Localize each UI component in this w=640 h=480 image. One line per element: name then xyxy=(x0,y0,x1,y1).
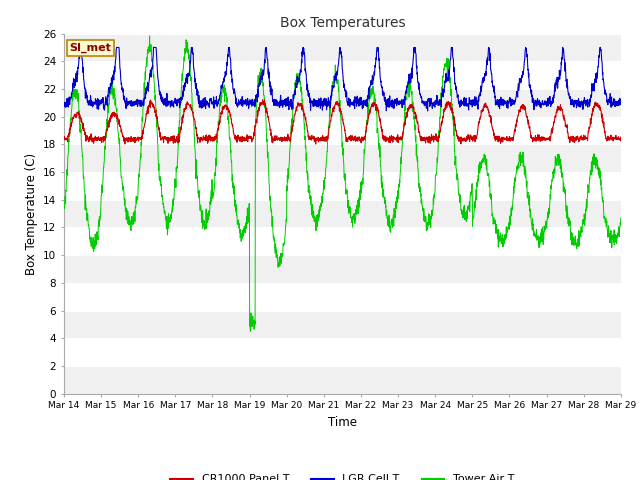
Bar xyxy=(64,34,621,61)
Bar xyxy=(64,338,621,366)
Bar xyxy=(64,200,621,228)
Text: SI_met: SI_met xyxy=(70,43,111,53)
Bar xyxy=(64,89,621,117)
Title: Box Temperatures: Box Temperatures xyxy=(280,16,405,30)
Legend: CR1000 Panel T, LGR Cell T, Tower Air T: CR1000 Panel T, LGR Cell T, Tower Air T xyxy=(166,470,519,480)
Bar xyxy=(64,283,621,311)
X-axis label: Time: Time xyxy=(328,416,357,429)
Bar xyxy=(64,61,621,89)
Bar xyxy=(64,228,621,255)
Bar xyxy=(64,144,621,172)
Bar xyxy=(64,172,621,200)
Bar xyxy=(64,117,621,144)
Bar xyxy=(64,311,621,338)
Y-axis label: Box Temperature (C): Box Temperature (C) xyxy=(24,153,38,275)
Bar xyxy=(64,255,621,283)
Bar xyxy=(64,366,621,394)
